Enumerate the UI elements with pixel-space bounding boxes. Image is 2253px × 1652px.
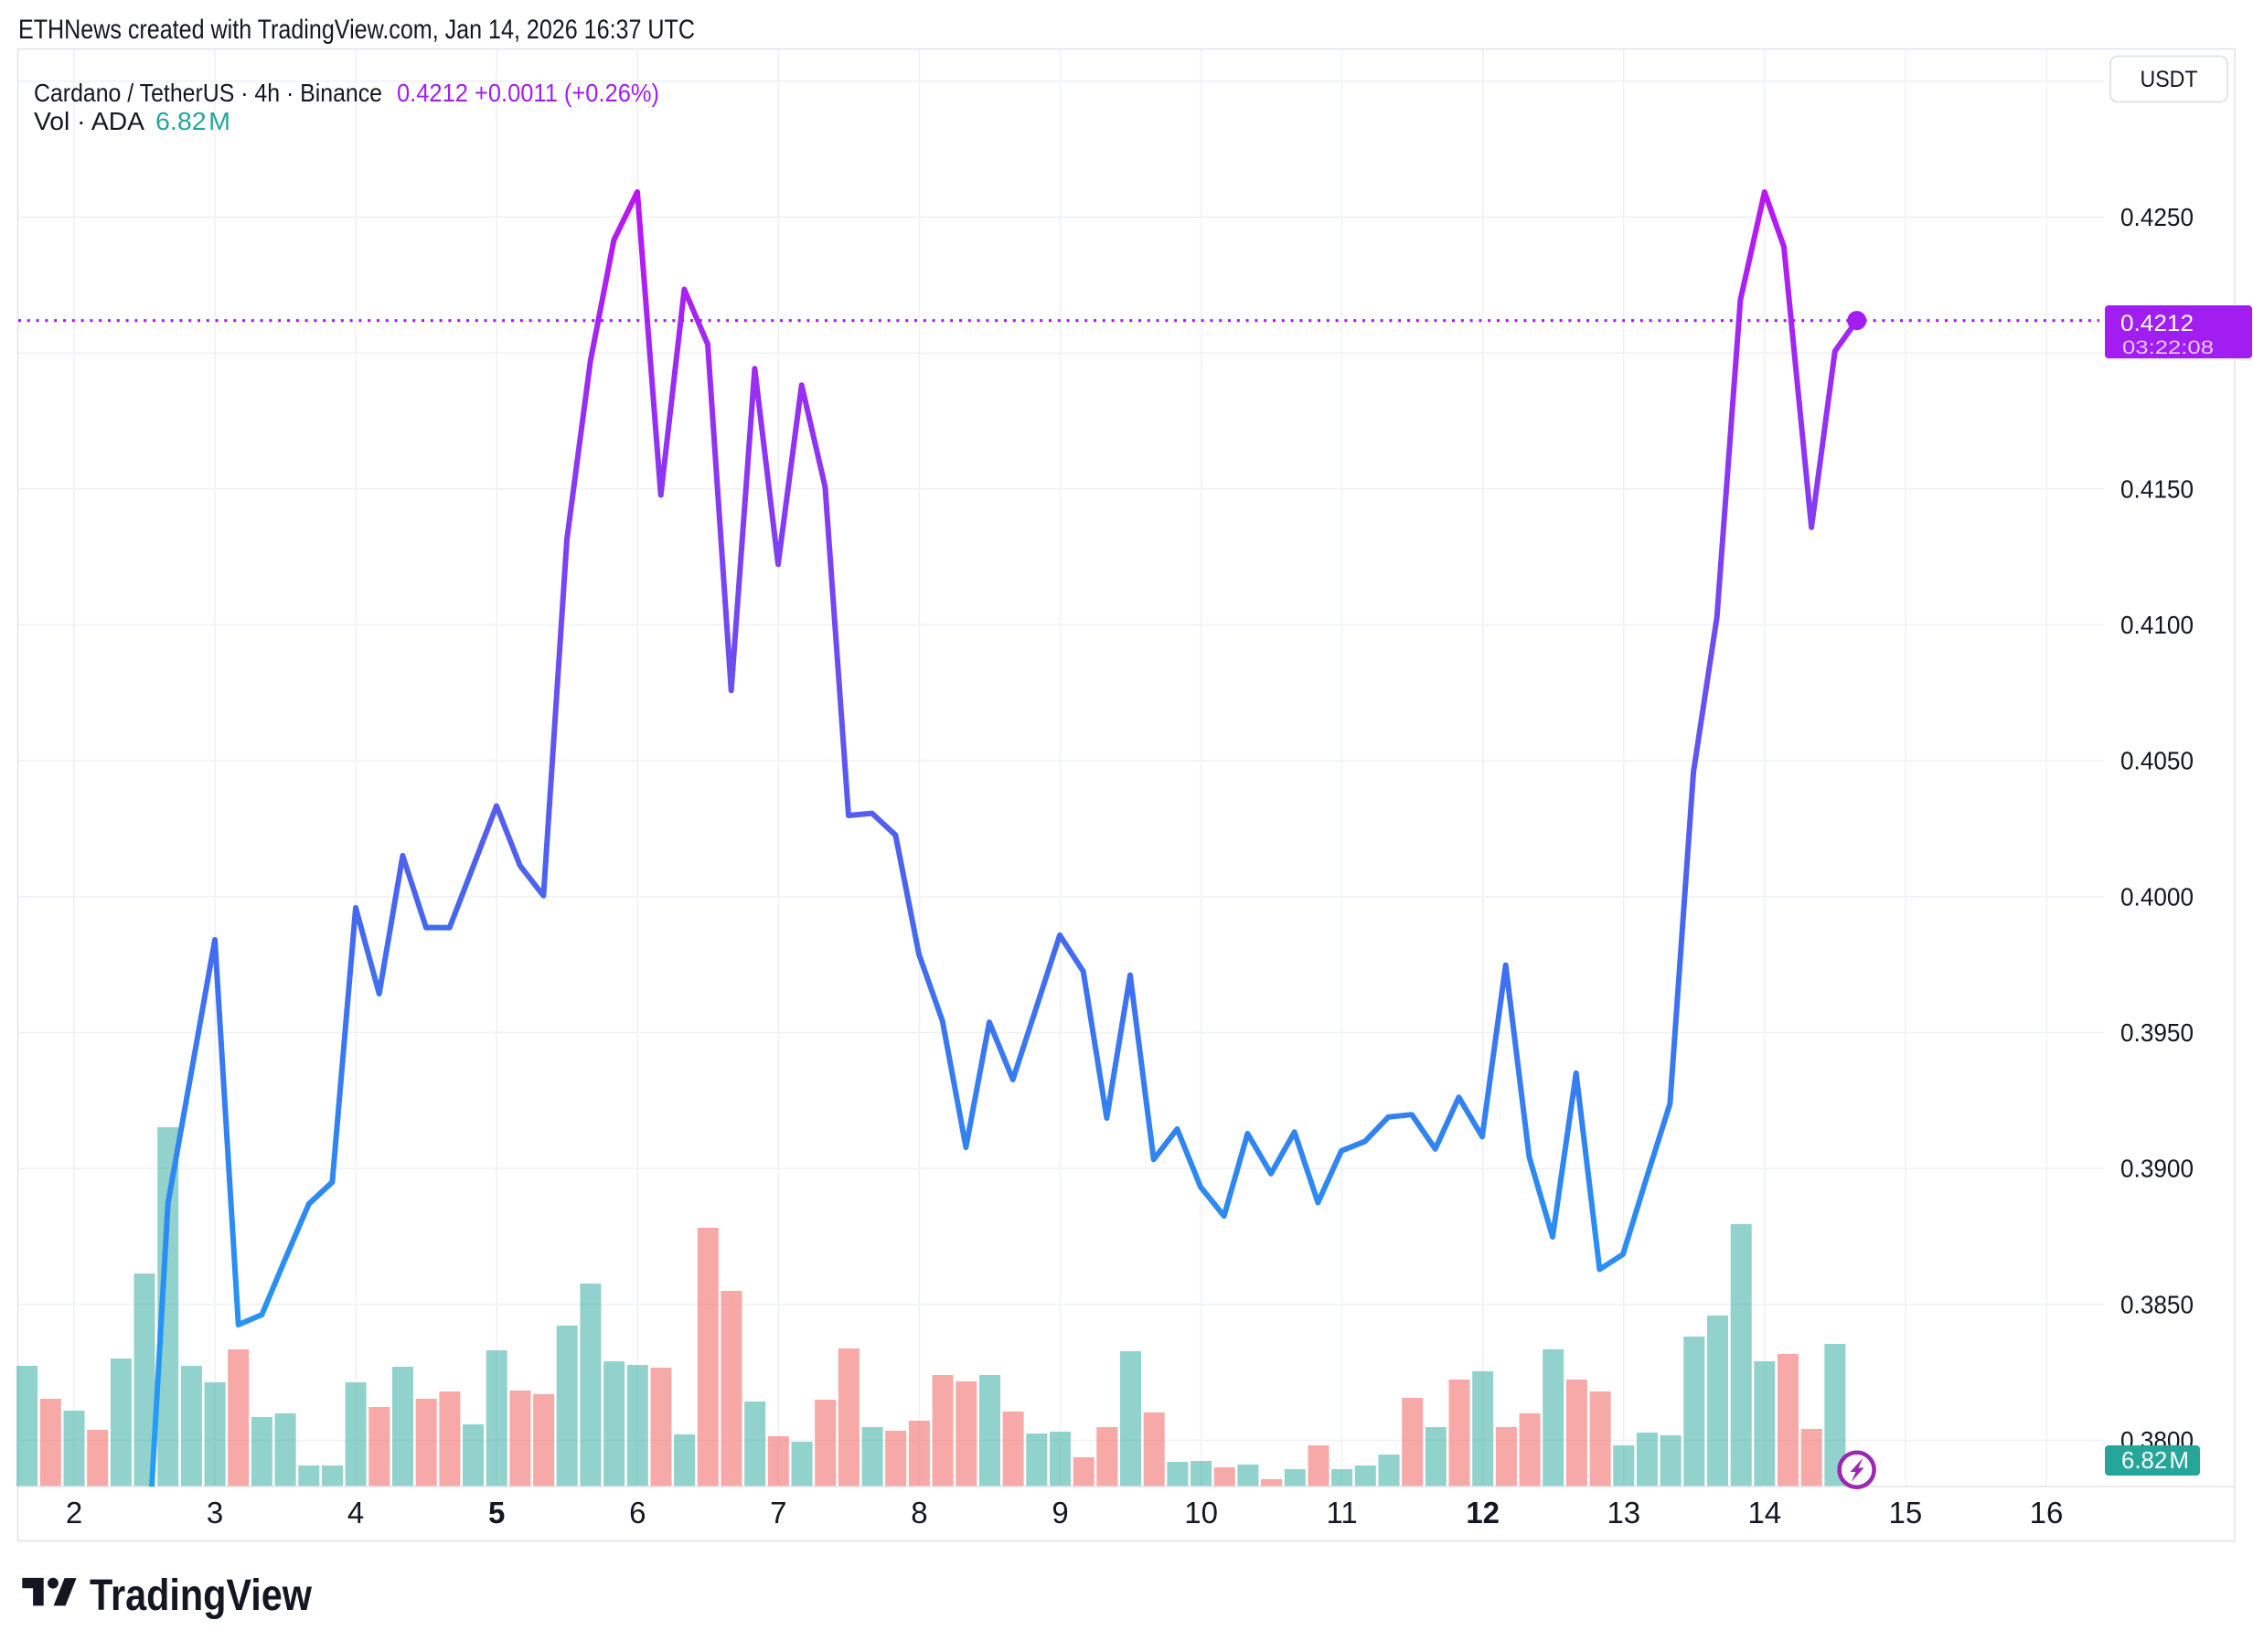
svg-text:6: 6	[629, 1496, 646, 1529]
svg-text:0.4212 +0.0011 (+0.26%): 0.4212 +0.0011 (+0.26%)	[397, 79, 659, 107]
svg-text:6.82 M: 6.82 M	[2121, 1446, 2189, 1474]
svg-text:0.3950: 0.3950	[2120, 1018, 2194, 1047]
svg-text:0.4212: 0.4212	[2120, 311, 2194, 336]
svg-text:5: 5	[488, 1496, 505, 1529]
svg-text:2: 2	[66, 1496, 82, 1529]
svg-text:Vol · ADA: Vol · ADA	[34, 107, 144, 135]
svg-text:03:22:08: 03:22:08	[2122, 337, 2214, 358]
svg-text:Cardano / TetherUS · 4h · Bina: Cardano / TetherUS · 4h · Binance	[34, 79, 382, 107]
svg-text:16: 16	[2030, 1496, 2064, 1529]
svg-text:9: 9	[1052, 1496, 1068, 1529]
svg-text:7: 7	[770, 1496, 786, 1529]
svg-text:13: 13	[1607, 1496, 1640, 1529]
svg-text:TradingView: TradingView	[90, 1572, 313, 1620]
svg-text:10: 10	[1184, 1496, 1218, 1529]
svg-text:3: 3	[207, 1496, 223, 1529]
svg-text:0.4150: 0.4150	[2120, 474, 2194, 503]
svg-text:0.4100: 0.4100	[2120, 611, 2194, 639]
svg-text:0.4250: 0.4250	[2120, 203, 2194, 231]
svg-text:15: 15	[1889, 1496, 1923, 1529]
svg-text:8: 8	[911, 1496, 927, 1529]
svg-text:6.82 M: 6.82 M	[155, 107, 230, 135]
svg-text:12: 12	[1466, 1496, 1500, 1529]
svg-text:0.3850: 0.3850	[2120, 1290, 2194, 1318]
svg-text:4: 4	[347, 1496, 364, 1529]
svg-text:ETHNews created with TradingVi: ETHNews created with TradingView.com, Ja…	[18, 15, 695, 45]
svg-text:USDT: USDT	[2141, 67, 2198, 92]
svg-text:14: 14	[1747, 1496, 1781, 1529]
svg-text:0.3900: 0.3900	[2120, 1155, 2194, 1183]
svg-text:11: 11	[1326, 1496, 1357, 1529]
svg-text:0.4050: 0.4050	[2120, 747, 2194, 775]
svg-text:0.4000: 0.4000	[2120, 882, 2194, 911]
